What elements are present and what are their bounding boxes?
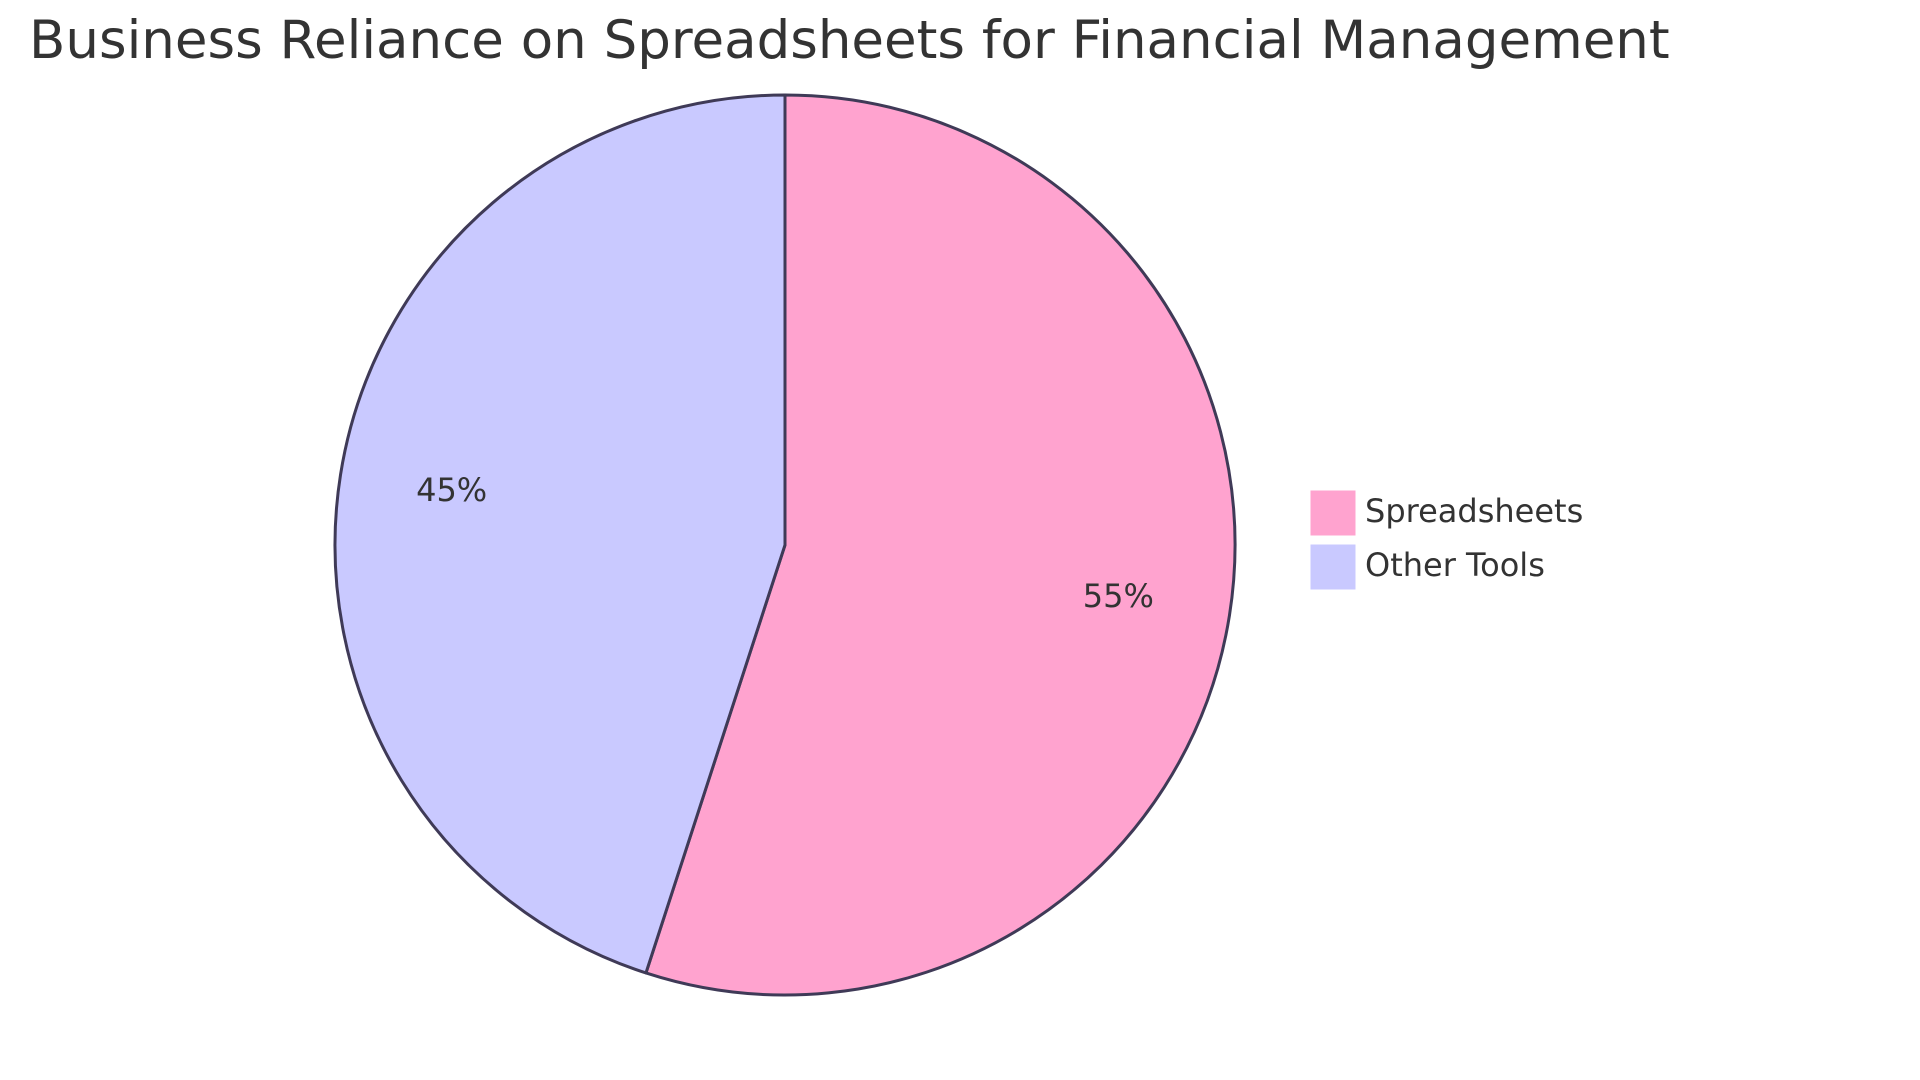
slice-label-spreadsheets: 55%	[1083, 577, 1154, 615]
legend-label-other-tools: Other Tools	[1365, 546, 1545, 584]
pie-slice-labels: 55% 45%	[416, 471, 1154, 615]
slice-label-other-tools: 45%	[416, 471, 487, 509]
pie-slices	[333, 93, 1237, 997]
legend-swatch-spreadsheets	[1310, 490, 1356, 536]
chart-title: Business Reliance on Spreadsheets for Fi…	[29, 10, 1670, 71]
pie-slice-spreadsheets	[644, 93, 1237, 997]
legend-label-spreadsheets: Spreadsheets	[1365, 492, 1583, 530]
legend-swatch-other-tools	[1310, 544, 1356, 590]
pie-slice-other-tools	[333, 93, 787, 975]
legend: Spreadsheets Other Tools	[1310, 490, 1583, 590]
